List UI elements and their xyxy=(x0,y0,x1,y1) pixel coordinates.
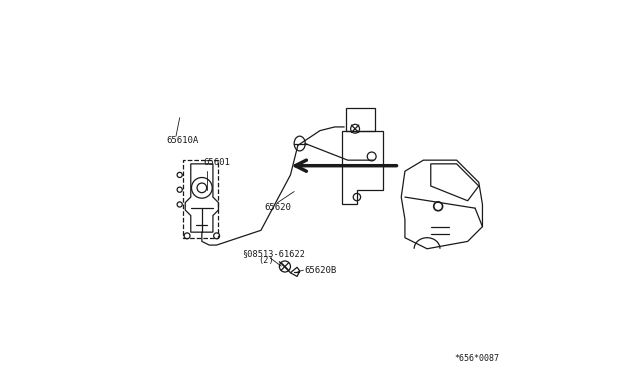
Text: (2): (2) xyxy=(259,256,274,265)
Text: 65610A: 65610A xyxy=(167,137,199,145)
Text: 65620B: 65620B xyxy=(305,266,337,275)
Text: §08513-61622: §08513-61622 xyxy=(243,249,305,258)
Text: 65601: 65601 xyxy=(204,157,230,167)
Text: 65620: 65620 xyxy=(264,202,291,212)
Text: *656*0087: *656*0087 xyxy=(454,354,499,363)
